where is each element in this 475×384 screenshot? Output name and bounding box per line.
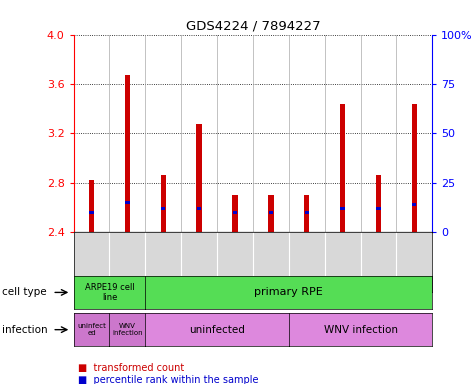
Bar <box>197 124 202 232</box>
Bar <box>89 211 94 214</box>
Bar <box>341 207 345 210</box>
Bar <box>268 195 274 232</box>
Bar <box>232 195 238 232</box>
Bar <box>233 211 237 214</box>
Text: infection: infection <box>2 324 48 335</box>
Bar <box>304 211 309 214</box>
Bar <box>197 207 201 210</box>
Text: ■  percentile rank within the sample: ■ percentile rank within the sample <box>78 375 259 384</box>
Bar <box>161 207 165 210</box>
Text: ARPE19 cell
line: ARPE19 cell line <box>85 283 134 302</box>
Bar <box>89 180 94 232</box>
Bar <box>125 201 130 204</box>
Bar <box>376 175 381 232</box>
Bar <box>376 207 380 210</box>
Text: uninfect
ed: uninfect ed <box>77 323 106 336</box>
Title: GDS4224 / 7894227: GDS4224 / 7894227 <box>186 19 320 32</box>
Bar <box>412 104 417 232</box>
Text: WNV
infection: WNV infection <box>112 323 142 336</box>
Bar <box>412 203 417 206</box>
Text: ■  transformed count: ■ transformed count <box>78 363 185 373</box>
Bar <box>125 75 130 232</box>
Bar <box>269 211 273 214</box>
Text: WNV infection: WNV infection <box>323 324 398 335</box>
Bar <box>304 195 309 232</box>
Text: uninfected: uninfected <box>189 324 245 335</box>
Text: cell type: cell type <box>2 287 47 298</box>
Bar <box>340 104 345 232</box>
Bar <box>161 175 166 232</box>
Text: primary RPE: primary RPE <box>255 287 323 298</box>
